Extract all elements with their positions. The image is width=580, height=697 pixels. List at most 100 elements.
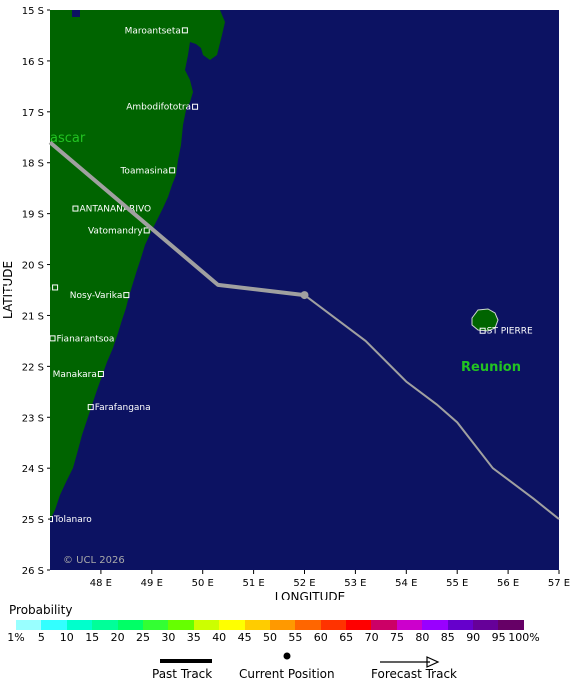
y-axis-title: LATITUDE <box>1 261 15 319</box>
city-label: Fianarantsoa <box>57 334 115 344</box>
region-label-madagascar: ascar <box>50 131 86 146</box>
city-label: Manakara <box>53 370 97 380</box>
current-position-key-dot <box>283 652 291 660</box>
copyright-label: © UCL 2026 <box>63 555 125 566</box>
probability-scale-label: 85 <box>440 631 455 644</box>
probability-swatch <box>16 620 42 630</box>
probability-scale-label: 35 <box>186 631 201 644</box>
lon-tick-label: 52 E <box>293 578 315 589</box>
probability-swatch <box>142 620 169 630</box>
past-track-line <box>48 140 305 298</box>
probability-swatch <box>244 620 270 630</box>
current-position-key-label: Current Position <box>239 667 335 681</box>
cyclone-track-map: 15 S 16 S 17 S 18 S 19 S 20 S 21 S 22 S 23 S 24 S… <box>1 6 570 600</box>
probability-swatch <box>346 620 372 630</box>
lon-tick-label: 54 E <box>395 578 417 589</box>
city-label: Vatomandry <box>88 226 143 236</box>
madagascar-land <box>50 10 225 520</box>
probability-swatch <box>66 620 93 630</box>
probability-scale-label: 40 <box>212 631 227 644</box>
probability-scale-label: 80 <box>415 631 430 644</box>
probability-swatch <box>41 620 67 630</box>
probability-scale-label: 65 <box>339 631 354 644</box>
lat-tick-label: 26 S <box>22 566 44 577</box>
city-label: ST PIERRE <box>487 327 533 337</box>
city-marker <box>192 103 199 110</box>
probability-scale-label: 60 <box>313 631 328 644</box>
probability-swatch <box>422 620 448 630</box>
probability-scale-label: 90 <box>466 631 481 644</box>
lon-tick-label: 55 E <box>446 578 468 589</box>
probability-scale-label: 5 <box>37 631 45 644</box>
city-marker <box>72 205 79 212</box>
city-marker <box>47 516 53 523</box>
lat-tick-label: 23 S <box>22 413 44 424</box>
current-position-marker <box>300 291 309 300</box>
lat-tick-label: 24 S <box>22 464 44 475</box>
city-marker <box>49 335 56 342</box>
city-label: ANTANANARIVO <box>79 205 151 215</box>
lat-tick-label: 25 S <box>22 515 44 526</box>
city-label: Maroantseta <box>125 26 181 36</box>
city-marker <box>169 167 176 174</box>
city-marker <box>97 371 104 377</box>
probability-scale-label: 10 <box>59 631 74 644</box>
probability-swatch <box>447 620 474 630</box>
city-label: Ambodifototra <box>126 103 191 113</box>
forecast-track-key-label: Forecast Track <box>371 667 457 681</box>
city-label: Farafangana <box>95 403 151 413</box>
probability-scale-label: 55 <box>288 631 303 644</box>
probability-swatch <box>396 620 423 630</box>
probability-swatch <box>371 620 397 630</box>
city-marker <box>181 27 188 34</box>
lat-tick-label: 21 S <box>22 311 44 322</box>
latitude-labels: 15 S 16 S 17 S 18 S 19 S 20 S 21 S 22 S 23 S 24 S… <box>22 6 44 577</box>
probability-scale-label: 75 <box>390 631 404 644</box>
city-marker <box>123 292 130 299</box>
probability-swatch <box>295 620 321 630</box>
probability-swatch <box>117 620 143 630</box>
probability-scale-label: 20 <box>110 631 125 644</box>
probability-color-scale <box>16 620 524 630</box>
probability-swatch <box>473 620 499 630</box>
past-track-key-line <box>160 659 212 663</box>
lat-tick-label: 20 S <box>22 261 44 272</box>
city-label: Toamasina <box>119 166 168 176</box>
lat-tick-label: 19 S <box>22 210 44 221</box>
probability-scale-label: 45 <box>237 631 252 644</box>
lon-tick-label: 51 E <box>242 578 264 589</box>
x-axis-title: LONGITUDE <box>275 590 345 600</box>
forecast-track-key-arrow <box>380 656 440 668</box>
probability-swatch <box>168 620 194 630</box>
city-label: Ambositra <box>5 283 51 293</box>
probability-swatch <box>193 620 220 630</box>
lat-tick-label: 17 S <box>22 108 44 119</box>
lon-tick-label: 56 E <box>497 578 519 589</box>
lon-tick-label: 50 E <box>192 578 214 589</box>
probability-scale-label: 100% <box>508 631 540 644</box>
lat-tick-label: 18 S <box>22 159 44 170</box>
city-label: Nosy-Varika <box>70 291 123 301</box>
probability-swatch <box>92 620 118 630</box>
forecast-track-line <box>303 294 560 520</box>
past-track-key-label: Past Track <box>152 667 213 681</box>
city-marker <box>52 284 59 291</box>
probability-scale-label: 95 <box>491 631 506 644</box>
reunion-island <box>471 308 499 332</box>
city-label: Tolanaro <box>53 515 92 525</box>
city-marker <box>479 327 486 334</box>
probability-swatch <box>498 620 524 630</box>
lon-tick-label: 48 E <box>90 578 112 589</box>
probability-scale-label: 50 <box>263 631 277 644</box>
city-markers: Maroantseta Ambodifototra Toamasina ANTANAN… <box>5 26 533 525</box>
probability-scale-label: 25 <box>136 631 150 644</box>
city-marker <box>87 404 94 411</box>
probability-scale-label: 70 <box>364 631 379 644</box>
axis-ticks <box>47 9 560 574</box>
probability-scale-label: 15 <box>85 631 100 644</box>
probability-swatch <box>320 620 347 630</box>
probability-scale-labels: 1% 5 10 15 20 25 30 35 40 45 50 55 60 65 70 75 80 85 90 95 1… <box>0 631 580 645</box>
lon-tick-label: 49 E <box>141 578 163 589</box>
city-marker <box>143 227 150 234</box>
lat-tick-label: 16 S <box>22 57 44 68</box>
